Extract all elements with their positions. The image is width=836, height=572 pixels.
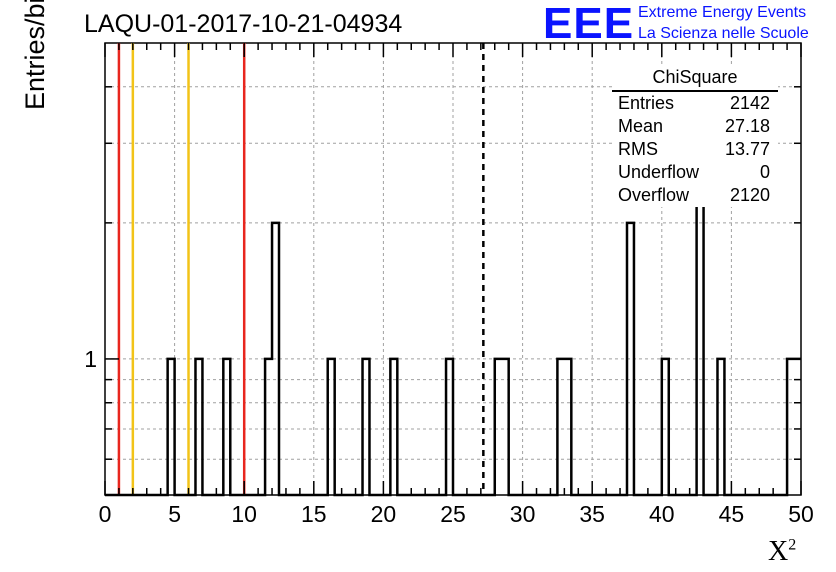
stats-row: Entries 2142: [612, 92, 778, 115]
stats-value: 13.77: [724, 139, 770, 159]
axes: 0 5 10 15 20 25 30 35 40 45 50 1: [84, 43, 814, 527]
x-tick-label: 50: [788, 501, 814, 527]
stats-row: Underflow 0: [612, 161, 778, 184]
x-tick-label: 20: [371, 501, 397, 527]
x-axis-label: X2: [768, 536, 796, 568]
x-tick-label: 15: [301, 501, 327, 527]
stats-value: 27.18: [724, 116, 770, 136]
logo-line-1: Extreme Energy Events: [638, 4, 807, 21]
y-tick-label: 1: [84, 346, 97, 372]
x-tick-label: 25: [440, 501, 466, 527]
stats-label: Mean: [618, 116, 664, 136]
x-tick-label: 10: [231, 501, 257, 527]
histogram-outline: [105, 142, 801, 497]
stats-label: RMS: [618, 139, 658, 159]
x-tick-label: 35: [579, 501, 605, 527]
stats-label: Entries: [618, 93, 675, 113]
stats-label: Underflow: [618, 162, 700, 182]
x-tick-label: 5: [168, 501, 181, 527]
stats-row: RMS 13.77: [612, 138, 778, 161]
reference-lines: [117, 43, 485, 495]
x-axis-label-superscript: 2: [788, 536, 797, 554]
stats-value: 2120: [729, 185, 770, 205]
stats-row: Mean 27.18: [612, 115, 778, 138]
stats-label: Overflow: [618, 185, 690, 205]
x-tick-label: 45: [719, 501, 745, 527]
x-axis-label-text: X: [768, 536, 789, 567]
y-axis-label: Entries/bin: [20, 0, 50, 110]
logo-line-2: La Scienza nelle Scuole: [638, 25, 809, 42]
x-tick-label: 40: [649, 501, 675, 527]
stats-box: ChiSquare Entries 2142 Mean 27.18 RMS 13.77…: [612, 67, 778, 207]
eee-logo: EEE: [543, 0, 635, 48]
chart-title: LAQU-01-2017-10-21-04934: [84, 10, 403, 38]
x-tick-label: 0: [99, 501, 112, 527]
x-tick-label: 30: [510, 501, 536, 527]
stats-title: ChiSquare: [612, 67, 778, 92]
stats-value: 2142: [729, 93, 770, 113]
stats-row: Overflow 2120: [612, 184, 778, 207]
stats-value: 0: [759, 162, 770, 182]
